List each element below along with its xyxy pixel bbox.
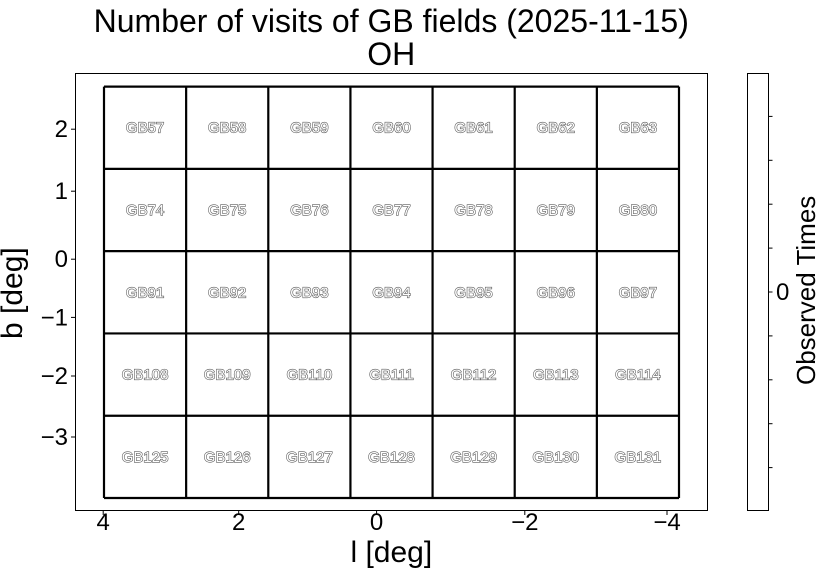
svg-text:GB97: GB97 xyxy=(619,284,657,301)
svg-text:GB129: GB129 xyxy=(450,449,497,466)
svg-text:GB60: GB60 xyxy=(372,120,410,137)
svg-text:GB127: GB127 xyxy=(286,449,333,466)
svg-text:GB114: GB114 xyxy=(615,367,661,384)
svg-text:GB108: GB108 xyxy=(122,367,169,384)
svg-text:GB75: GB75 xyxy=(208,202,246,219)
svg-text:GB96: GB96 xyxy=(537,284,575,301)
svg-text:−4: −4 xyxy=(653,509,680,536)
svg-text:2: 2 xyxy=(55,116,68,143)
svg-text:GB80: GB80 xyxy=(619,202,657,219)
svg-text:−1: −1 xyxy=(41,304,68,331)
svg-text:GB110: GB110 xyxy=(287,367,333,384)
svg-text:GB109: GB109 xyxy=(204,367,251,384)
svg-text:GB128: GB128 xyxy=(368,449,415,466)
svg-text:GB57: GB57 xyxy=(126,120,164,137)
svg-text:0: 0 xyxy=(370,509,383,536)
svg-text:−2: −2 xyxy=(511,509,538,536)
svg-text:GB94: GB94 xyxy=(372,284,410,301)
svg-text:GB92: GB92 xyxy=(208,284,246,301)
svg-text:0: 0 xyxy=(55,246,68,273)
svg-text:GB111: GB111 xyxy=(369,367,413,384)
svg-text:GB91: GB91 xyxy=(126,284,164,301)
svg-text:GB113: GB113 xyxy=(533,367,579,384)
svg-text:GB59: GB59 xyxy=(290,120,328,137)
svg-text:GB130: GB130 xyxy=(532,449,579,466)
svg-text:4: 4 xyxy=(97,509,110,536)
svg-text:GB93: GB93 xyxy=(290,284,328,301)
svg-text:1: 1 xyxy=(55,178,68,205)
svg-text:GB126: GB126 xyxy=(204,449,251,466)
svg-text:GB79: GB79 xyxy=(537,202,575,219)
svg-text:GB131: GB131 xyxy=(615,449,662,466)
svg-text:GB95: GB95 xyxy=(454,284,492,301)
svg-text:GB74: GB74 xyxy=(126,202,164,219)
svg-text:2: 2 xyxy=(232,509,245,536)
svg-text:GB61: GB61 xyxy=(454,120,492,137)
svg-text:GB77: GB77 xyxy=(372,202,410,219)
svg-text:GB63: GB63 xyxy=(619,120,657,137)
svg-text:GB76: GB76 xyxy=(290,202,328,219)
svg-text:GB58: GB58 xyxy=(208,120,246,137)
svg-text:GB78: GB78 xyxy=(454,202,492,219)
svg-text:GB62: GB62 xyxy=(537,120,575,137)
svg-text:0: 0 xyxy=(776,279,789,306)
svg-text:−2: −2 xyxy=(41,363,68,390)
svg-text:GB125: GB125 xyxy=(122,449,169,466)
svg-text:−3: −3 xyxy=(41,424,68,451)
svg-text:GB112: GB112 xyxy=(451,367,497,384)
